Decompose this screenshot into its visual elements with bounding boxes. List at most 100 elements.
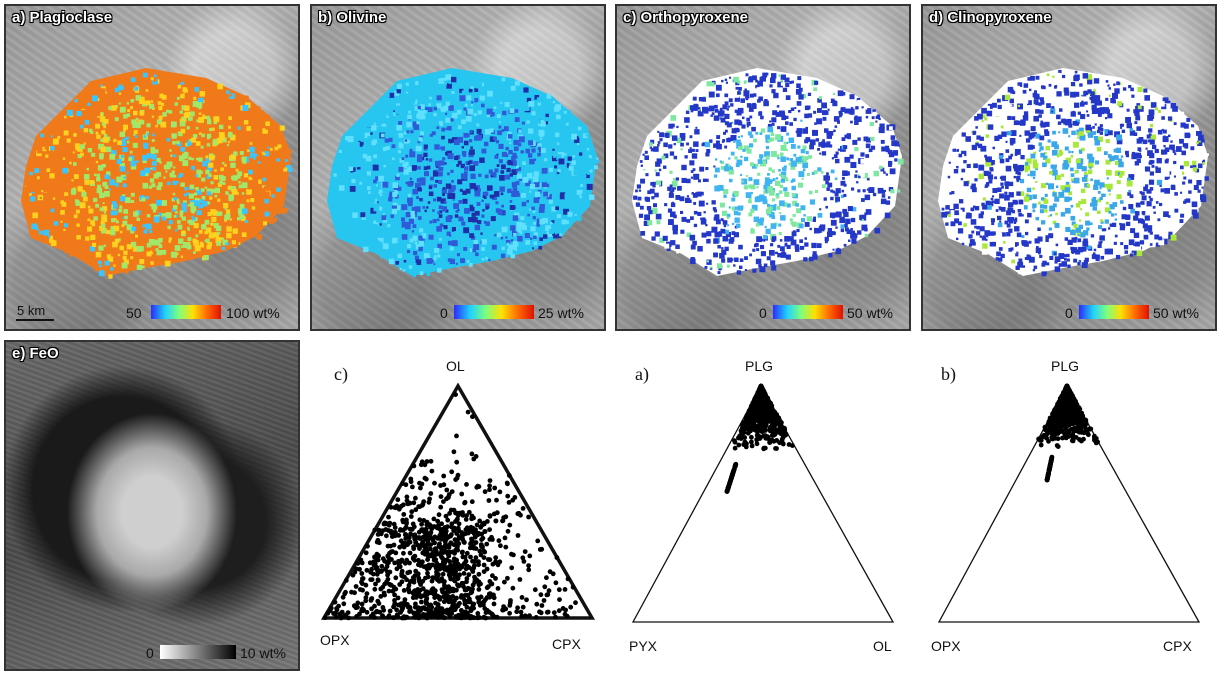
map-pixel [259,187,265,193]
map-pixel [437,268,442,273]
map-pixel [161,87,166,92]
map-pixel [1158,236,1163,241]
map-pixel [537,197,540,200]
map-pixel [1096,99,1100,103]
map-pixel [364,199,370,205]
map-pixel [839,217,845,224]
map-pixel [723,131,726,135]
map-pixel [154,85,158,89]
ternary-point [423,575,428,581]
map-pixel [118,208,123,213]
map-pixel [97,260,102,265]
map-pixel [263,152,266,155]
map-pixel [1005,149,1010,153]
map-pixel [730,166,733,170]
map-pixel [966,163,971,168]
map-pixel [651,196,655,200]
map-pixel [1161,116,1165,120]
map-pixel [429,133,433,137]
map-pixel [367,186,371,190]
map-pixel [494,154,499,159]
map-pixel [749,162,754,167]
map-pixel [565,122,569,126]
map-pixel [1090,91,1095,96]
ternary-point [449,469,455,475]
ternary-point [457,566,462,572]
ternary-point [557,597,562,602]
map-pixel [721,79,724,83]
map-pixel [700,217,703,220]
map-pixel [865,209,872,215]
map-pixel [791,231,797,237]
map-pixel [1127,177,1131,182]
map-pixel [668,219,674,225]
map-pixel [140,170,147,177]
map-pixel [510,253,515,259]
map-pixel [881,146,887,152]
map-pixel [812,251,817,256]
map-pixel [726,238,729,241]
map-pixel [1044,131,1050,136]
map-pixel [844,108,850,114]
map-pixel [1074,102,1080,108]
map-pixel [512,152,517,157]
map-pixel [833,116,840,122]
map-pixel [101,130,106,135]
map-pixel [76,232,79,236]
map-pixel [650,139,655,144]
map-pixel [1126,122,1132,129]
map-pixel [646,156,649,159]
map-pixel [1090,234,1095,238]
map-pixel [741,180,744,183]
map-pixel [154,149,159,154]
map-pixel [445,117,451,123]
map-pixel [1032,159,1038,164]
map-pixel [1070,154,1074,158]
map-pixel [357,240,360,244]
map-pixel [255,201,260,206]
map-pixel [458,75,462,79]
map-pixel [1077,89,1083,95]
map-pixel [158,106,163,111]
map-pixel [759,266,766,273]
map-pixel [567,110,571,114]
map-pixel [410,263,417,269]
map-pixel [462,190,467,195]
map-pixel [958,153,963,158]
map-pixel [1024,130,1030,136]
map-pixel [146,251,152,257]
map-pixel [830,169,835,174]
map-pixel [1097,107,1104,114]
map-pixel [403,259,407,263]
map-pixel [236,192,239,195]
map-pixel [755,131,759,135]
map-pixel [999,193,1005,199]
map-pixel [107,256,114,262]
clinopyroxene-map-panel: d) Clinopyroxene 0 50 wt% [921,4,1217,331]
map-pixel [515,148,519,151]
map-pixel [119,195,126,202]
map-pixel [442,81,445,84]
map-pixel [1032,194,1037,199]
map-pixel [181,202,187,208]
map-pixel [249,146,255,153]
map-pixel [571,160,576,165]
map-pixel [60,210,65,215]
map-pixel [756,248,760,252]
map-pixel [1109,155,1115,162]
map-pixel [213,120,217,125]
map-pixel [338,201,341,203]
map-pixel [780,82,785,86]
map-pixel [891,140,898,146]
map-pixel [83,252,89,258]
map-pixel [812,218,816,222]
map-pixel [862,172,868,179]
map-pixel [698,179,701,183]
map-pixel [1094,140,1100,146]
map-pixel [713,165,716,168]
map-pixel [587,172,590,175]
map-pixel [536,119,541,124]
map-pixel [777,157,780,160]
map-pixel [1024,219,1029,224]
map-pixel [197,97,204,104]
